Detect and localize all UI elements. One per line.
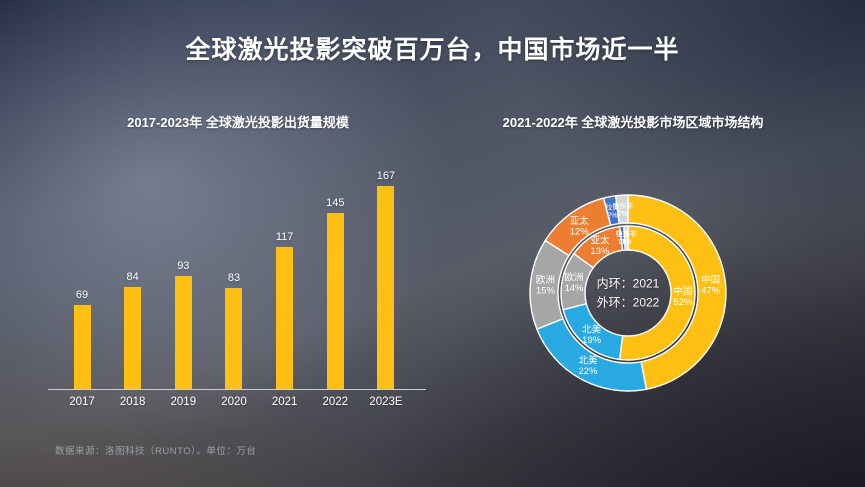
bar <box>124 287 142 389</box>
x-axis-tick-label: 2022 <box>322 396 349 408</box>
x-axis-tick-label: 2021 <box>271 396 298 408</box>
donut-segment-label-2021: 亚太 13% <box>590 235 610 258</box>
donut-segment-2021 <box>623 225 629 251</box>
bar-column: 167 <box>362 170 410 389</box>
bar-column: 93 <box>159 260 207 389</box>
donut-rings: 中国 47% 北美 22% 欧洲 15% 亚太 12% 拉美 2%中东非 2% 中国 52% 北美 19% 欧… <box>529 194 727 392</box>
donut-segment-label-2022: 拉美 2% <box>605 203 619 220</box>
donut-segment-label-2021: 北美 19% <box>582 323 602 346</box>
donut-segment-label-2021: 中东非 1% <box>616 229 637 246</box>
donut-segment-label-2022: 中国 47% <box>701 274 721 297</box>
bar-column: 69 <box>58 289 106 389</box>
bar-data-label: 93 <box>177 260 190 272</box>
donut-segment-label-2021: 欧洲 14% <box>564 272 584 295</box>
x-axis-tick-label: 2020 <box>221 396 247 408</box>
bar <box>174 276 192 389</box>
donut-chart-title: 2021-2022年 全球激光投影市场区域市场结构 <box>502 115 764 130</box>
bar-column: 145 <box>311 197 359 389</box>
donut-segment-label-2022: 亚太 12% <box>570 215 590 238</box>
bar <box>73 305 91 389</box>
bar-data-label: 167 <box>376 170 396 182</box>
donut-segment-2022 <box>627 194 727 390</box>
bar-column: 83 <box>210 272 258 389</box>
bar-chart: 69 84 93 83 117 145 167 2017 2018 2019 2020 2021 20… <box>48 165 426 408</box>
donut-segment-label-2022: 中东非 2% <box>612 201 633 218</box>
bar-data-label: 117 <box>275 231 294 243</box>
bar-chart-x-axis: 2017 2018 2019 2020 2021 2022 2023E <box>48 390 426 408</box>
slide-title: 全球激光投影突破百万台，中国市场近一半 <box>185 36 680 64</box>
bar <box>377 186 395 389</box>
bar-chart-plot-area: 69 84 93 83 117 145 167 <box>48 165 426 390</box>
donut-chart: 中国 47% 北美 22% 欧洲 15% 亚太 12% 拉美 2% 中东非 2% 中国 52% 北美 19% 欧… <box>508 173 748 413</box>
bar-data-label: 145 <box>326 197 345 209</box>
source-footnote: 数据来源：洛图科技（RUNTO）。单位：万台 <box>55 446 257 457</box>
donut-segment-label-2021: 中国 52% <box>673 286 693 309</box>
donut-segment-label-2022: 欧洲 15% <box>536 274 556 297</box>
x-axis-tick-label: 2017 <box>69 396 95 408</box>
bar-data-label: 83 <box>227 272 241 284</box>
bar <box>326 213 344 389</box>
donut-center-legend: 内环：2021 外环：2022 <box>597 274 660 311</box>
donut-segment-label-2022: 北美 22% <box>578 355 598 378</box>
x-axis-tick-label: 2019 <box>170 396 197 408</box>
bar <box>276 247 294 389</box>
bar-column: 117 <box>261 231 309 389</box>
bar-column: 84 <box>109 271 157 389</box>
donut-segment-2022 <box>615 194 629 225</box>
bar-data-label: 84 <box>126 271 139 283</box>
donut-center-line-inner: 内环：2021 <box>596 276 660 291</box>
donut-center-line-outer: 外环：2022 <box>596 295 660 309</box>
donut-segment-2021 <box>618 225 696 361</box>
bar-data-label: 69 <box>75 289 89 301</box>
bar <box>225 288 243 389</box>
x-axis-tick-label: 2018 <box>119 396 146 408</box>
bar-chart-title: 2017-2023年 全球激光投影出货量规模 <box>127 115 349 130</box>
donut-segment-label-2021: 拉美 1% <box>616 229 630 246</box>
x-axis-tick-label: 2023E <box>369 396 403 408</box>
